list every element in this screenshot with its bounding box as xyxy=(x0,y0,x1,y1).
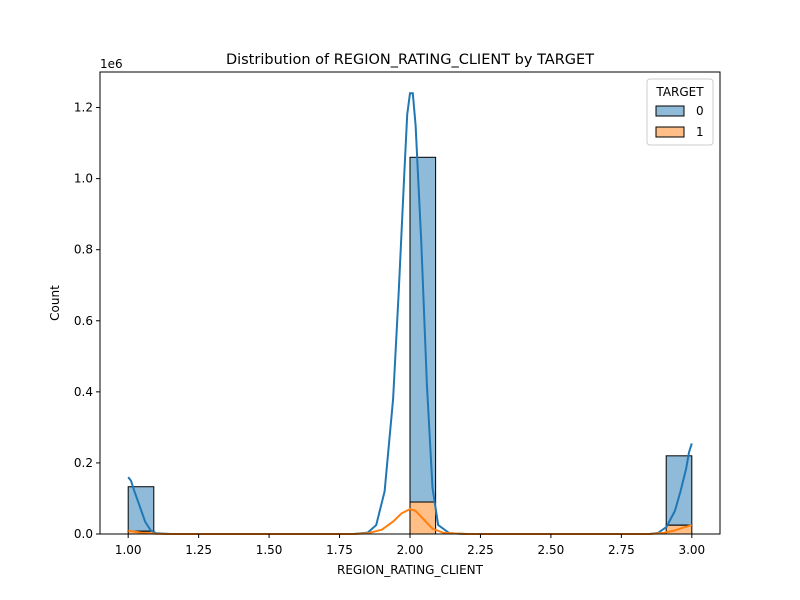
x-tick-label: 1.25 xyxy=(185,543,212,557)
x-tick-label: 1.00 xyxy=(115,543,142,557)
x-tick-label: 1.50 xyxy=(256,543,283,557)
y-axis-ticks: 0.0 0.2 0.4 0.6 0.8 1.0 1.2 xyxy=(74,101,100,541)
x-tick-label: 2.75 xyxy=(608,543,635,557)
bar-series-0-bin-2 xyxy=(409,156,437,503)
y-tick-label: 0.2 xyxy=(74,456,93,470)
y-tick-label: 1.0 xyxy=(74,172,93,186)
x-axis-ticks: 1.00 1.25 1.50 1.75 2.00 2.25 2.50 2.75 3.00 xyxy=(115,534,705,557)
y-scale-offset: 1e6 xyxy=(100,57,123,71)
legend-swatch-0 xyxy=(655,105,685,117)
legend-label-1: 1 xyxy=(696,125,704,139)
legend-title: TARGET xyxy=(655,85,704,99)
y-axis-label: Count xyxy=(48,285,62,321)
y-tick-label: 1.2 xyxy=(74,101,93,115)
x-tick-label: 2.00 xyxy=(397,543,424,557)
kde-line-0 xyxy=(127,92,693,535)
x-tick-label: 2.50 xyxy=(538,543,565,557)
x-tick-label: 2.25 xyxy=(467,543,494,557)
y-tick-label: 0.8 xyxy=(74,243,93,257)
legend: TARGET 0 1 xyxy=(646,78,714,146)
x-axis-label: REGION_RATING_CLIENT xyxy=(337,563,484,577)
histogram-bars xyxy=(127,156,693,535)
y-tick-label: 0.4 xyxy=(74,385,93,399)
y-tick-label: 0.6 xyxy=(74,314,93,328)
x-tick-label: 1.75 xyxy=(326,543,353,557)
legend-label-0: 0 xyxy=(696,104,704,118)
chart-title: Distribution of REGION_RATING_CLIENT by … xyxy=(226,52,594,68)
legend-swatch-1 xyxy=(655,126,685,138)
x-tick-label: 3.00 xyxy=(678,543,705,557)
bar-series-0-bin-3 xyxy=(665,455,693,526)
y-tick-label: 0.0 xyxy=(74,527,93,541)
